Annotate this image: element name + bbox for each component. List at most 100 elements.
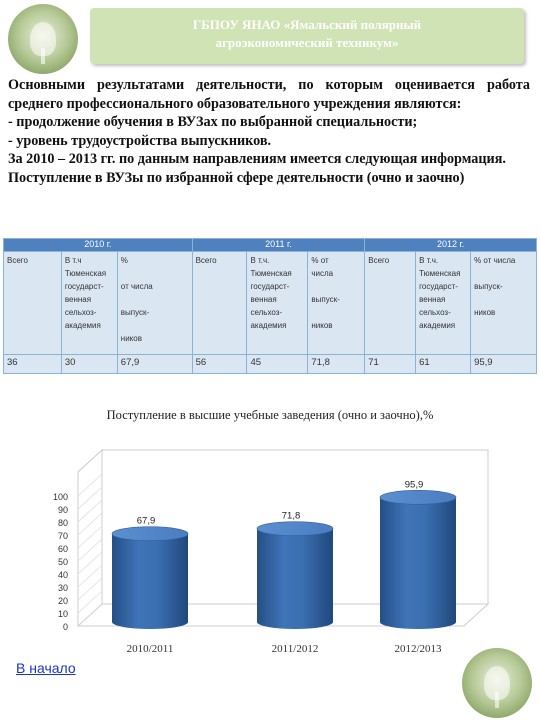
column-header-text: академия (64, 321, 101, 330)
column-header-text: государст- (250, 282, 290, 291)
table-cell: 67,9 (116, 354, 193, 374)
table-cell: 61 (415, 354, 472, 374)
side-wall (77, 448, 103, 628)
column-header-text: венная (64, 295, 92, 304)
bar-top (111, 526, 189, 542)
paragraph: Основными результатами деятельности, по … (8, 77, 530, 112)
main-text: Основными результатами деятельности, по … (8, 76, 530, 187)
paragraph: - уровень трудоустройства выпускников. (8, 132, 272, 149)
y-tick-label: 70 (58, 531, 68, 541)
x-tick-label: 2011/2012 (272, 643, 319, 655)
bar-body (380, 497, 456, 629)
x-tick-label: 2010/2011 (127, 643, 174, 655)
chart-frame (76, 448, 490, 628)
paragraph: Поступление в ВУЗы по избранной сфере де… (8, 169, 465, 186)
column-header-text (474, 293, 533, 306)
table-cell: 71 (364, 354, 417, 374)
column-header-text: В т.ч. (250, 256, 270, 265)
column-header-text: Тюменская (64, 269, 107, 278)
table-cell: 45 (246, 354, 309, 374)
gridline (77, 538, 103, 562)
y-tick-label: 40 (58, 570, 68, 580)
college-logo-icon (8, 4, 78, 74)
column-header-text: венная (250, 295, 277, 304)
gridline (77, 564, 103, 588)
gridline (77, 525, 103, 549)
column-header-text: % от числа (474, 256, 516, 265)
gridline (77, 577, 103, 601)
column-header-text: Тюменская (250, 269, 292, 278)
y-tick-label: 100 (53, 492, 68, 502)
gridline (77, 473, 103, 497)
column-header-text: государст- (419, 282, 458, 291)
column-header-text: выпуск- (311, 295, 340, 304)
table-cell: 30 (60, 354, 118, 374)
column-header: Всего (191, 251, 248, 355)
column-header-text: сельхоз- (250, 308, 283, 317)
admissions-table: 2010 г. 2011 г. 2012 г. Всего В т.ч Тюменс… (3, 238, 537, 374)
column-header: Всего (3, 251, 62, 355)
column-header-text (121, 267, 189, 280)
gridline (77, 551, 103, 575)
data-label: 95,9 (405, 479, 424, 490)
column-header: Всего (364, 251, 417, 355)
column-header-text (474, 267, 533, 280)
column-header: % от числа выпуск- ников (470, 251, 537, 355)
bar-body (112, 533, 188, 629)
column-header-text: ников (120, 334, 142, 343)
y-tick-label: 90 (58, 505, 68, 515)
x-tick-label: 2012/2013 (394, 643, 442, 655)
column-header-text: ников (311, 321, 333, 330)
gridline (77, 486, 103, 510)
column-header-text: ников (474, 308, 496, 317)
gridline (77, 603, 103, 627)
paragraph: За 2010 – 2013 гг. по данным направления… (8, 151, 506, 167)
bar: 67,9 (111, 516, 189, 629)
year-header: 2010 г. (3, 238, 193, 252)
column-header-text: выпуск- (474, 282, 503, 291)
page-header: ГБПОУ ЯНАО «Ямальский полярный агроэконо… (90, 8, 524, 64)
column-header-text: числа (311, 269, 334, 278)
column-header-row: Всего В т.ч Тюменская государст-венная сельх… (3, 251, 537, 355)
column-header-text: венная (419, 295, 446, 304)
bar-body (257, 528, 333, 629)
bar-top (256, 521, 334, 536)
table-cell: 71,8 (307, 354, 366, 374)
column-header-text (311, 280, 361, 293)
year-row: 2010 г. 2011 г. 2012 г. (3, 238, 537, 252)
table-cell: 36 (3, 354, 62, 374)
header-title-line2: агроэкономический техникум» (215, 35, 399, 50)
column-header-text: академия (250, 321, 287, 330)
column-header: В т.ч Тюменская государст-венная сельхоз-ак… (60, 251, 118, 355)
column-header-text: Всего (195, 256, 217, 265)
column-header-text: государст- (64, 282, 104, 291)
y-tick-label: 20 (58, 596, 68, 606)
y-tick-label: 60 (58, 544, 68, 554)
column-header: % от числа выпуск- ников (307, 251, 366, 355)
y-tick-label: 10 (58, 609, 68, 619)
data-label: 67,9 (137, 516, 156, 527)
data-label: 71,8 (282, 511, 301, 522)
chart-title: Поступление в высшие учебные заведения (… (106, 408, 434, 422)
gridline (77, 590, 103, 614)
y-tick-label: 0 (63, 622, 68, 632)
column-header-text (121, 293, 189, 306)
column-header-text: выпуск- (120, 308, 150, 317)
column-header-text (311, 306, 361, 319)
column-header-text: Всего (7, 256, 28, 265)
gridline (77, 499, 103, 523)
column-header-text: от числа (120, 282, 153, 291)
gridline (77, 512, 103, 536)
table-cell: 56 (191, 354, 248, 374)
column-header-text: сельхоз- (419, 308, 451, 317)
y-tick-label: 80 (58, 518, 68, 528)
back-to-start-link[interactable]: В начало (16, 660, 76, 676)
table-row: 36 30 67,9 56 45 71,8 71 61 95,9 (3, 354, 537, 374)
bars: 67,9 71,8 95,9 (111, 479, 457, 629)
bar: 95,9 (379, 479, 457, 629)
column-header: В т.ч. Тюменская государст-венная сельхоз-а… (246, 251, 309, 355)
bar-top (379, 490, 457, 505)
column-header-text: сельхоз- (64, 308, 97, 317)
admissions-bar-chart: 0 10 20 30 40 50 60 70 80 90 100 67,9 71,8 95,9 2010… (53, 448, 490, 655)
column-header: % от числа выпуск- ников (116, 251, 193, 355)
